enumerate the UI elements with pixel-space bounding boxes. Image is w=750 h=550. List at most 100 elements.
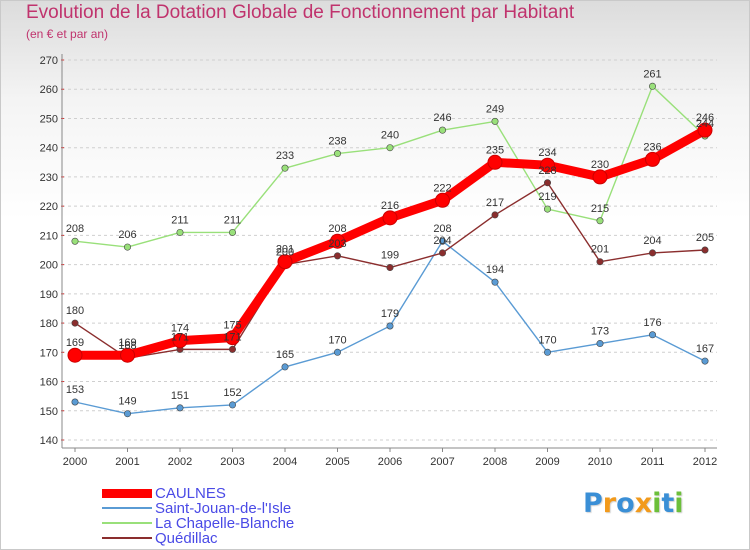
legend-item: La Chapelle-Blanche [102, 514, 295, 532]
data-label-caulnes: 216 [381, 200, 399, 212]
data-label-la-chapelle-blanche: 211 [171, 214, 189, 226]
y-tick-label: 250 [40, 113, 58, 125]
data-label-saint-jouan-de-l-isle: 176 [643, 317, 661, 329]
data-point-quedillac [438, 249, 446, 257]
y-tick-label: 160 [40, 377, 58, 389]
data-point-la-chapelle-blanche [648, 82, 656, 90]
data-label-la-chapelle-blanche: 249 [486, 103, 504, 115]
data-point-la-chapelle-blanche [438, 126, 446, 134]
data-label-caulnes: 175 [223, 320, 241, 332]
legend-item: Quédillac [102, 530, 218, 547]
data-point-quedillac [491, 211, 499, 219]
x-tick-label: 2011 [641, 456, 665, 468]
data-label-saint-jouan-de-l-isle: 153 [66, 384, 84, 396]
logo-letter: i [652, 488, 662, 519]
data-point-caulnes [172, 333, 188, 349]
legend-swatch [102, 507, 152, 509]
data-point-la-chapelle-blanche [176, 228, 184, 236]
y-tick-label: 140 [40, 435, 58, 447]
data-label-saint-jouan-de-l-isle: 194 [486, 264, 504, 276]
x-tick-label: 2008 [483, 456, 507, 468]
data-point-quedillac [596, 258, 604, 266]
data-point-quedillac [333, 252, 341, 260]
data-label-caulnes: 222 [433, 182, 451, 194]
data-point-quedillac [701, 246, 709, 254]
data-point-quedillac [229, 345, 237, 353]
data-label-la-chapelle-blanche: 244 [696, 118, 714, 130]
data-label-la-chapelle-blanche: 238 [328, 136, 346, 148]
data-point-la-chapelle-blanche [386, 144, 394, 152]
data-label-quedillac: 171 [171, 331, 189, 343]
x-tick-label: 2010 [588, 456, 612, 468]
x-tick-label: 2002 [168, 456, 192, 468]
data-point-saint-jouan-de-l-isle [648, 331, 656, 339]
data-point-la-chapelle-blanche [491, 117, 499, 125]
y-tick-label: 270 [40, 55, 58, 67]
data-point-caulnes [645, 151, 660, 167]
legend-swatch [102, 537, 152, 539]
data-point-caulnes [435, 192, 450, 208]
y-tick-label: 150 [40, 406, 58, 418]
data-point-saint-jouan-de-l-isle [701, 357, 709, 365]
logo-letter: r [602, 488, 617, 519]
data-point-saint-jouan-de-l-isle [281, 363, 289, 371]
y-tick-label: 170 [40, 347, 58, 359]
data-label-quedillac: 199 [381, 250, 399, 262]
data-point-quedillac [648, 249, 656, 257]
data-point-quedillac [386, 264, 394, 272]
data-label-quedillac: 180 [66, 305, 84, 317]
data-label-la-chapelle-blanche: 246 [433, 112, 451, 124]
data-label-saint-jouan-de-l-isle: 151 [171, 390, 189, 402]
data-label-quedillac: 168 [118, 340, 136, 352]
data-label-caulnes: 246 [696, 112, 714, 124]
data-label-la-chapelle-blanche: 211 [224, 214, 242, 226]
data-label-saint-jouan-de-l-isle: 149 [118, 396, 136, 408]
data-label-la-chapelle-blanche: 215 [591, 203, 609, 215]
data-point-la-chapelle-blanche [71, 237, 79, 245]
data-point-caulnes [277, 254, 293, 270]
x-tick-label: 2006 [378, 456, 402, 468]
data-label-quedillac: 204 [643, 235, 661, 247]
data-point-caulnes [382, 210, 398, 226]
data-label-la-chapelle-blanche: 206 [118, 229, 136, 241]
x-tick-label: 2007 [430, 456, 454, 468]
logo-letter: i [674, 488, 684, 519]
data-point-quedillac [71, 319, 79, 327]
data-label-la-chapelle-blanche: 233 [276, 150, 294, 162]
data-label-la-chapelle-blanche: 261 [643, 68, 661, 80]
logo-letter: t [661, 488, 675, 519]
data-point-caulnes [540, 157, 555, 173]
data-point-saint-jouan-de-l-isle [71, 398, 79, 406]
data-label-caulnes: 235 [486, 144, 504, 156]
data-label-la-chapelle-blanche: 240 [381, 130, 399, 142]
legend-label: Saint-Jouan-de-l'Isle [155, 499, 292, 517]
data-point-la-chapelle-blanche [596, 217, 604, 225]
legend-swatch [102, 488, 152, 498]
x-tick-label: 2009 [535, 456, 559, 468]
data-label-caulnes: 208 [328, 223, 346, 235]
data-label-saint-jouan-de-l-isle: 152 [223, 387, 241, 399]
data-point-caulnes [120, 347, 135, 363]
legend-label: La Chapelle-Blanche [155, 514, 295, 532]
legend-swatch [102, 522, 152, 524]
y-tick-label: 240 [40, 143, 58, 155]
y-tick-label: 220 [40, 201, 58, 213]
data-point-quedillac [543, 179, 551, 187]
data-label-saint-jouan-de-l-isle: 165 [276, 349, 294, 361]
x-tick-label: 2001 [115, 456, 139, 468]
data-label-quedillac: 228 [538, 165, 556, 177]
data-label-caulnes: 169 [66, 337, 84, 349]
data-label-caulnes: 234 [538, 147, 556, 159]
data-point-caulnes [697, 122, 713, 138]
y-tick-label: 180 [40, 318, 58, 330]
data-label-caulnes: 230 [591, 159, 609, 171]
data-point-saint-jouan-de-l-isle [176, 404, 184, 412]
data-point-saint-jouan-de-l-isle [491, 278, 499, 286]
data-label-quedillac: 171 [223, 331, 241, 343]
data-point-caulnes [487, 154, 503, 170]
logo-letter: x [634, 488, 653, 519]
data-label-caulnes: 169 [118, 337, 136, 349]
data-label-quedillac: 203 [328, 238, 346, 250]
